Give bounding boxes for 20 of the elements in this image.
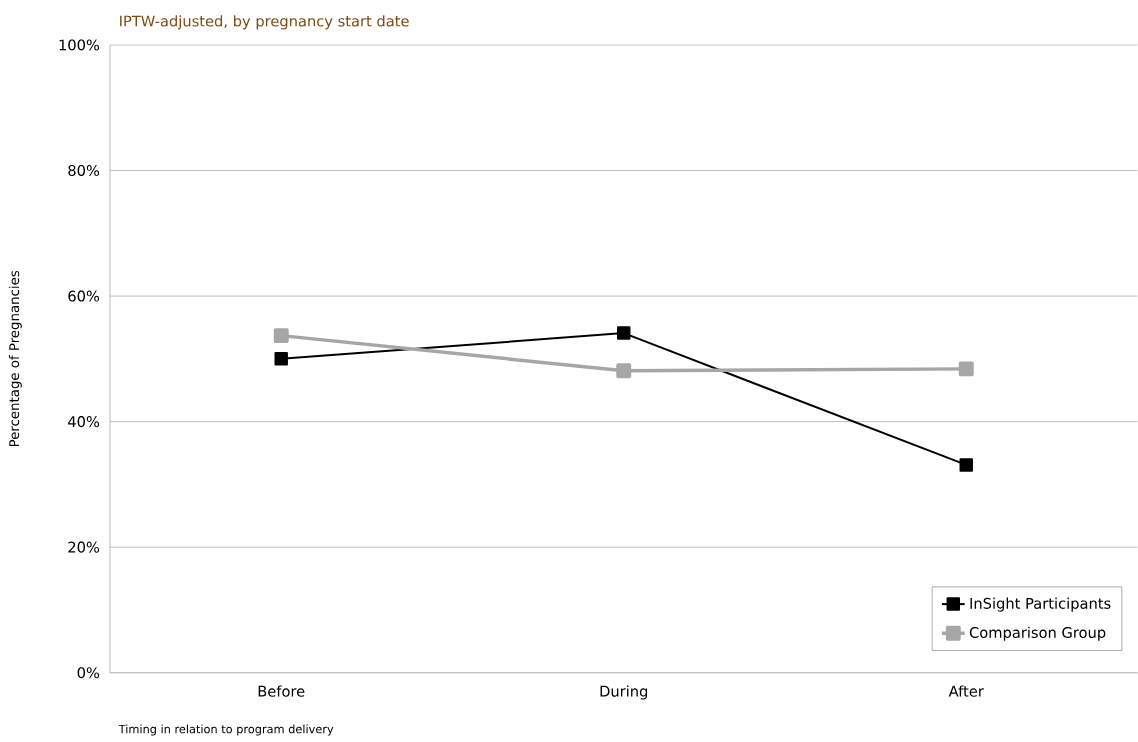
y-axis-title: Percentage of Pregnancies (8, 271, 22, 447)
point (274, 352, 288, 366)
y-tick-label: 0% (77, 667, 100, 679)
x-tick-label: Before (258, 685, 305, 697)
point (617, 326, 631, 340)
y-tick-label: 40% (68, 416, 100, 428)
point (958, 361, 974, 377)
y-tick-label: 100% (59, 39, 100, 51)
y-tick-label: 20% (68, 541, 100, 553)
point (959, 458, 973, 472)
x-tick-label: After (948, 685, 984, 697)
point (616, 363, 632, 379)
point (273, 328, 289, 344)
y-tick-label: 80% (68, 165, 100, 177)
chart-subtitle: IPTW-adjusted, by pregnancy start date (120, 15, 409, 30)
x-axis-title: Timing in relation to program delivery (118, 724, 334, 736)
x-tick-label: During (600, 685, 648, 700)
legend-label: Comparison Group (969, 626, 1106, 642)
y-tick-label: 60% (68, 290, 100, 302)
legend-label: InSight Participants (970, 597, 1111, 612)
